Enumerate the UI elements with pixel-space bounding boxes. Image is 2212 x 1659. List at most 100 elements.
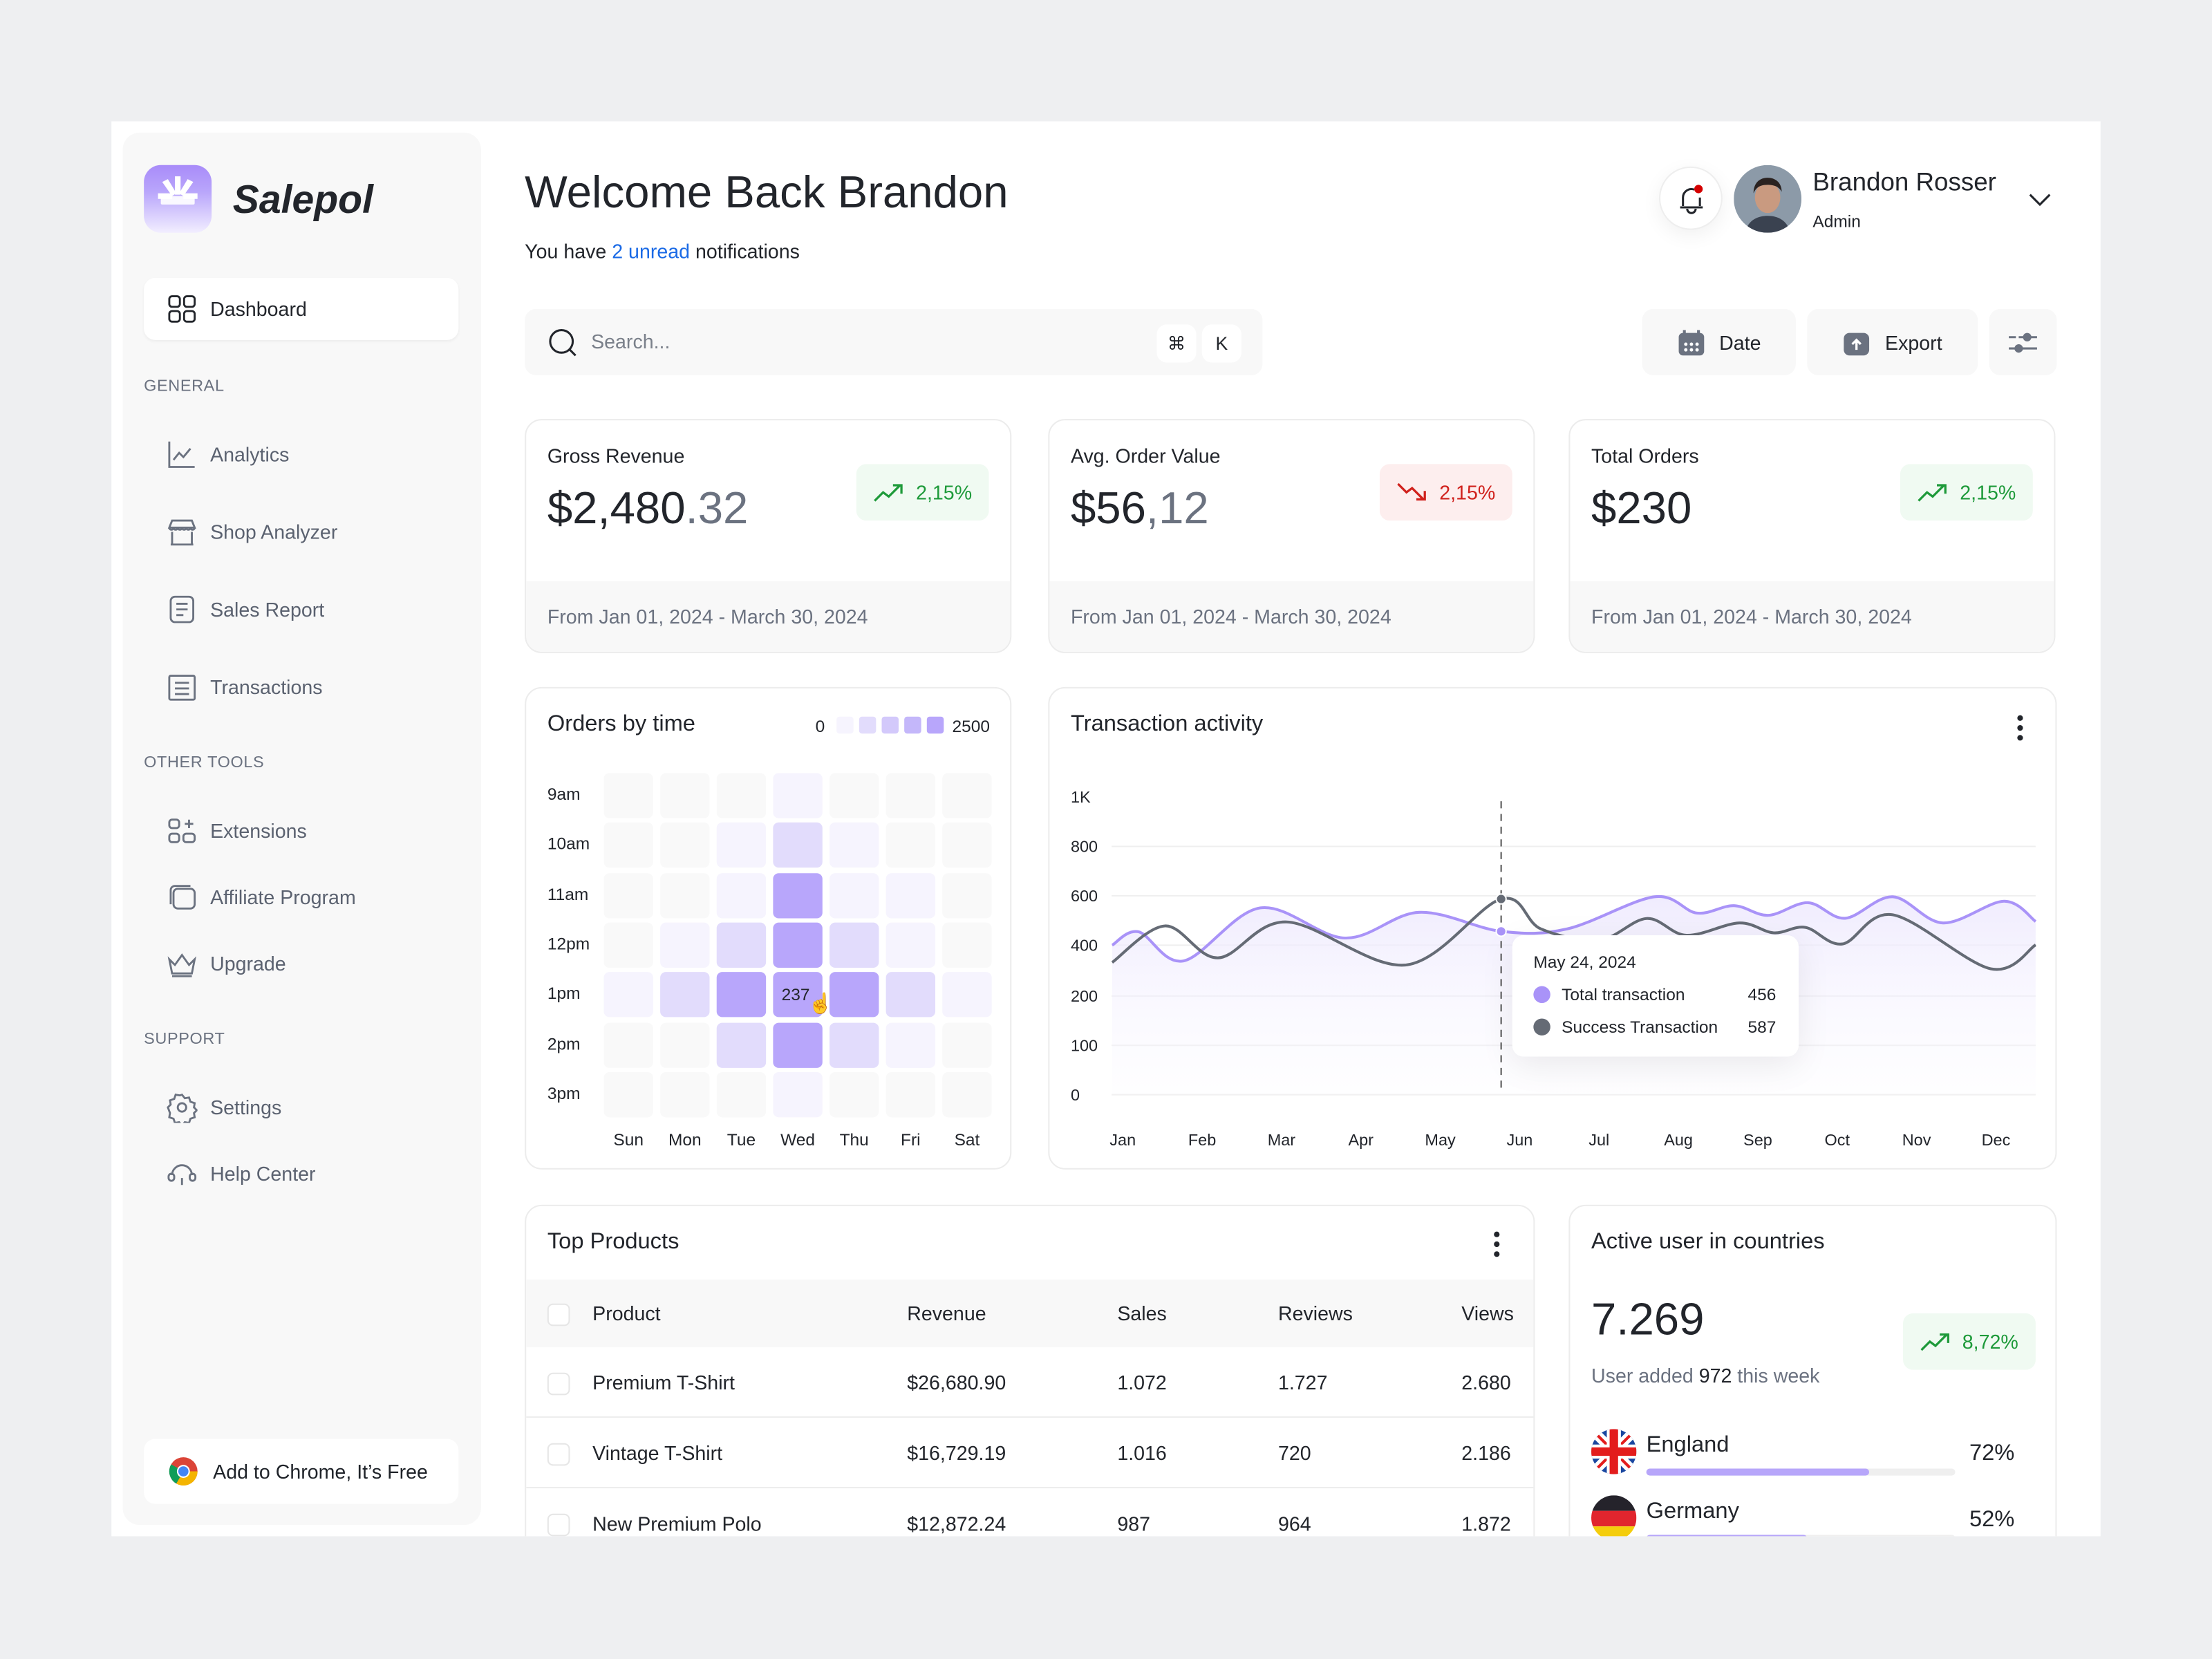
y-tick-label: 800 <box>1071 838 1098 856</box>
sidebar-item-extensions[interactable]: Extensions <box>167 814 307 848</box>
export-button[interactable]: Export <box>1807 308 1978 375</box>
heatmap-cell[interactable] <box>885 972 936 1018</box>
row-checkbox[interactable] <box>547 1372 570 1396</box>
table-cell: 964 <box>1277 1512 1311 1535</box>
heatmap-cell[interactable] <box>716 823 767 868</box>
sliders-icon <box>2009 332 2037 353</box>
sidebar-item-dashboard[interactable]: Dashboard <box>144 278 459 340</box>
date-button[interactable]: Date <box>1642 308 1796 375</box>
heatmap-cell[interactable] <box>716 773 767 818</box>
heatmap-cell[interactable] <box>942 823 992 868</box>
heatmap-cell[interactable] <box>885 922 936 968</box>
col-product[interactable]: Product <box>592 1302 661 1325</box>
heatmap-cell[interactable] <box>716 922 767 968</box>
heatmap-cell[interactable] <box>603 1022 653 1067</box>
heatmap-cell[interactable] <box>942 1022 992 1067</box>
heatmap-cell[interactable] <box>885 872 936 918</box>
add-to-chrome-button[interactable]: Add to Chrome, It’s Free <box>144 1438 459 1504</box>
col-reviews[interactable]: Reviews <box>1277 1302 1353 1325</box>
heatmap-cell[interactable] <box>603 823 653 868</box>
heatmap-cell[interactable] <box>773 872 823 918</box>
heatmap-cell[interactable] <box>716 1071 767 1117</box>
stat-label: Gross Revenue <box>547 444 685 467</box>
sidebar-item-label: Help Center <box>210 1162 316 1185</box>
notifications-button[interactable] <box>1658 166 1723 230</box>
heatmap-cell[interactable]: 237 ☝ <box>773 972 833 1018</box>
heatmap-cell[interactable] <box>603 872 653 918</box>
heatmap-cell[interactable] <box>829 972 879 1018</box>
sidebar-item-help-center[interactable]: Help Center <box>167 1156 316 1190</box>
heatmap-cell[interactable] <box>773 823 823 868</box>
col-views[interactable]: Views <box>1461 1302 1514 1325</box>
heatmap-cell[interactable] <box>660 1071 710 1117</box>
sidebar-item-transactions[interactable]: Transactions <box>167 670 323 704</box>
heatmap-cell[interactable] <box>773 1071 823 1117</box>
heatmap-cell[interactable] <box>716 972 767 1018</box>
heatmap-cell[interactable] <box>829 872 879 918</box>
heatmap-cell[interactable] <box>942 922 992 968</box>
table-row[interactable]: New Premium Polo $12,872.24 987 964 1.872 <box>526 1488 1533 1537</box>
heatmap-cell[interactable] <box>603 922 653 968</box>
search-input[interactable]: Search... ⌘ K <box>525 308 1263 375</box>
heatmap-cell[interactable] <box>885 1022 936 1067</box>
heatmap-cell[interactable] <box>773 922 823 968</box>
heatmap-cell[interactable] <box>660 972 710 1018</box>
filter-button[interactable] <box>1989 308 2057 375</box>
heatmap-cell[interactable] <box>603 773 653 818</box>
sidebar-item-settings[interactable]: Settings <box>167 1091 281 1125</box>
sidebar-item-shop-analyzer[interactable]: Shop Analyzer <box>167 515 338 549</box>
heatmap-cell[interactable] <box>942 1071 992 1117</box>
heatmap-cell[interactable] <box>829 922 879 968</box>
heatmap-cell[interactable] <box>716 872 767 918</box>
export-label: Export <box>1885 330 1942 354</box>
heatmap-cell[interactable] <box>773 773 823 818</box>
heatmap-cell[interactable] <box>942 773 992 818</box>
avatar[interactable] <box>1734 165 1802 233</box>
table-row[interactable]: Premium T-Shirt $26,680.90 1.072 1.727 2.680 <box>526 1347 1534 1418</box>
sidebar-item-affiliate-program[interactable]: Affiliate Program <box>167 880 356 914</box>
more-options-icon[interactable] <box>1492 1231 1501 1257</box>
tooltip-row-success: Success Transaction <box>1533 1017 1718 1037</box>
sidebar-item-upgrade[interactable]: Upgrade <box>167 946 286 980</box>
heatmap-cell[interactable] <box>716 1022 767 1067</box>
x-tick-label: Feb <box>1188 1131 1216 1149</box>
stat-value: $2,480.32 <box>547 482 749 535</box>
heatmap-cell[interactable] <box>829 773 879 818</box>
more-options-icon[interactable] <box>2016 715 2024 741</box>
calendar-icon <box>1678 329 1704 355</box>
heatmap-cell[interactable] <box>829 823 879 868</box>
table-row[interactable]: Vintage T-Shirt $16,729.19 1.016 720 2.186 <box>526 1418 1534 1489</box>
heatmap-cell[interactable] <box>829 1022 879 1067</box>
heatmap-cell[interactable] <box>885 773 936 818</box>
heatmap-cell[interactable] <box>885 823 936 868</box>
heatmap-cell[interactable] <box>660 823 710 868</box>
country-percent: 72% <box>1969 1441 2015 1466</box>
heatmap-cell[interactable] <box>942 872 992 918</box>
heatmap-cell[interactable] <box>603 972 653 1018</box>
heatmap-cell[interactable] <box>660 872 710 918</box>
col-revenue[interactable]: Revenue <box>907 1302 986 1325</box>
unread-link[interactable]: 2 unread <box>612 239 691 263</box>
heatmap-cell[interactable] <box>660 922 710 968</box>
bell-icon <box>1679 184 1703 214</box>
heatmap-cell[interactable] <box>603 1071 653 1117</box>
heatmap-row-label: 2pm <box>547 1033 581 1053</box>
date-label: Date <box>1719 330 1761 354</box>
row-checkbox[interactable] <box>547 1513 570 1537</box>
chevron-down-icon[interactable] <box>2029 191 2052 207</box>
heatmap-col-label: Fri <box>901 1130 921 1150</box>
heatmap-cell[interactable] <box>829 1071 879 1117</box>
heatmap-col-label: Sat <box>954 1130 980 1150</box>
row-checkbox[interactable] <box>547 1443 570 1466</box>
select-all-checkbox[interactable] <box>547 1303 570 1327</box>
sidebar-item-analytics[interactable]: Analytics <box>167 438 289 471</box>
sidebar-item-sales-report[interactable]: Sales Report <box>167 592 324 626</box>
heatmap-cell[interactable] <box>773 1022 823 1067</box>
sidebar-item-label: Shop Analyzer <box>210 521 338 543</box>
heatmap-cell[interactable] <box>885 1071 936 1117</box>
heatmap-cell[interactable] <box>660 1022 710 1067</box>
section-other-tools: OTHER TOOLS <box>144 754 265 772</box>
heatmap-cell[interactable] <box>660 773 710 818</box>
heatmap-cell[interactable] <box>942 972 992 1018</box>
col-sales[interactable]: Sales <box>1117 1302 1167 1325</box>
